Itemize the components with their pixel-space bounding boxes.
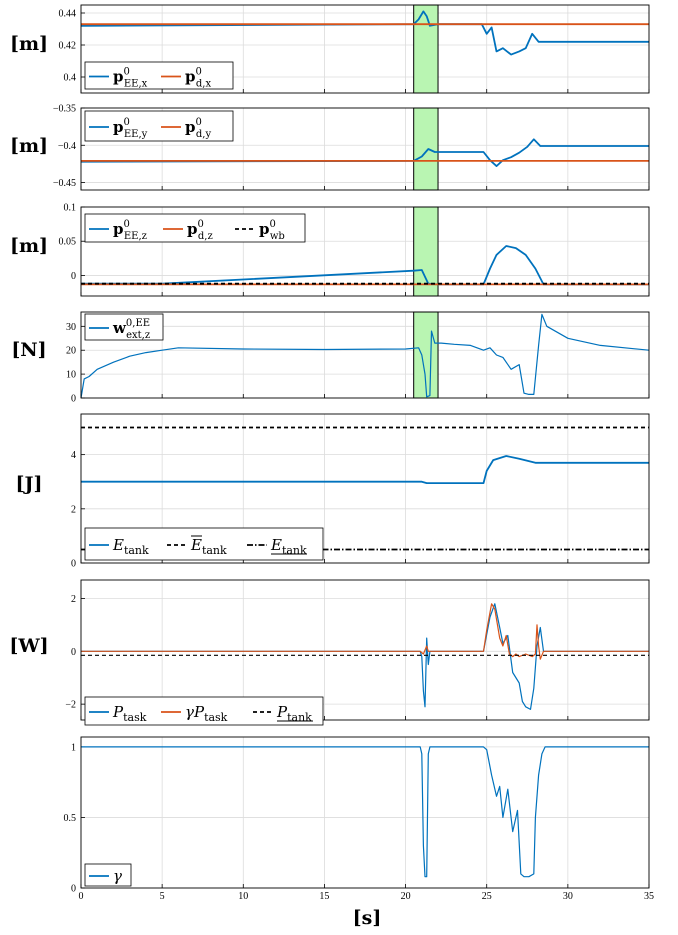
legend-label: Etank — [190, 536, 227, 557]
plot-frame — [80, 107, 650, 191]
highlight-region — [413, 107, 439, 191]
y-tick-label: 4 — [71, 450, 76, 461]
panel-3: 0 0.05 0.1 [m] p0 EE,z p0 d,z p0 wb — [10, 203, 650, 297]
highlight-region — [413, 4, 439, 94]
y-unit-label: [m] — [10, 135, 48, 157]
y-tick-label: −2 — [65, 700, 76, 711]
y-tick-label: 2 — [71, 504, 76, 515]
x-tick-label: 15 — [319, 891, 329, 902]
y-tick-label: 0 — [71, 271, 76, 282]
plot-frame — [80, 579, 650, 721]
y-tick-label: −0.4 — [58, 141, 76, 152]
legend-box — [84, 527, 324, 561]
legend-label: Etank — [112, 536, 149, 557]
y-tick-label: 1 — [71, 742, 76, 753]
y-tick-label: 0 — [71, 884, 76, 895]
plot-frame — [80, 413, 650, 564]
series-line-1 — [81, 603, 649, 711]
plot-frame — [80, 4, 650, 94]
legend-label: p0 d,y — [185, 117, 211, 140]
y-tick-label: 0 — [71, 559, 76, 570]
legend-box — [84, 313, 164, 341]
panel-5: 024[J]Etank Etank Etank — [16, 413, 650, 570]
y-tick-label: 0 — [71, 647, 76, 658]
series-line-1 — [81, 245, 649, 286]
panel-6: −202[W]Ptask γPtask Ptank — [9, 579, 650, 726]
x-tick-label: 20 — [401, 891, 411, 902]
legend-label: p0 EE,x — [113, 67, 148, 90]
series-line-1 — [81, 313, 649, 398]
panel-1: 0.4 0.42 0.44 [m] p0 EE,x p0 d,x — [10, 4, 650, 94]
panel-4: 0 10 20 30 [N] w0,EE ext,z — [11, 311, 650, 405]
legend-label: Ptask — [112, 703, 147, 724]
y-tick-label: 30 — [66, 322, 76, 333]
y-tick-label: −0.35 — [53, 104, 76, 115]
y-unit-label: [W] — [9, 635, 48, 657]
panel-2: −0.35 −0.4 −0.45 [m] p0 EE,y p0 d,y — [10, 104, 650, 191]
x-tick-label: 35 — [644, 891, 654, 902]
y-tick-label: 2 — [71, 594, 76, 605]
y-tick-label: 20 — [66, 346, 76, 357]
y-unit-label: [J] — [16, 473, 43, 495]
y-unit-label: [N] — [11, 339, 46, 361]
y-tick-label: 0.5 — [64, 813, 77, 824]
y-tick-label: 0.42 — [59, 41, 77, 52]
plot-area — [81, 312, 649, 398]
y-tick-label: 0 — [71, 394, 76, 405]
panel-7: 00.510 5 10 15 20 25 30 35γ — [64, 736, 654, 902]
plot-frame — [80, 311, 650, 399]
x-tick-label: 0 — [79, 891, 84, 902]
y-tick-label: 0.44 — [59, 9, 77, 20]
y-tick-label: 10 — [66, 370, 76, 381]
plot-area — [81, 737, 649, 888]
x-tick-label: 5 — [160, 891, 165, 902]
legend-label: p0 d,z — [187, 219, 213, 242]
legend-box — [84, 696, 324, 726]
series-line-1 — [81, 10, 649, 56]
x-tick-label: 10 — [238, 891, 248, 902]
series-line-1 — [81, 746, 649, 878]
y-unit-label: [m] — [10, 33, 48, 55]
series-line-1 — [81, 138, 649, 168]
legend-label: p0 EE,y — [113, 117, 148, 140]
legend-label: p0 EE,z — [113, 219, 147, 242]
x-axis-label: [s] — [353, 907, 382, 929]
y-unit-label: [m] — [10, 235, 48, 257]
y-tick-label: 0.1 — [64, 203, 77, 214]
series-line-1 — [81, 455, 649, 485]
plot-frame — [80, 736, 650, 889]
legend-box — [84, 61, 234, 90]
legend-label: γ — [113, 867, 122, 885]
legend-label: p0 wb — [259, 219, 285, 242]
series-line-2 — [81, 603, 649, 660]
legend-label: p0 d,x — [185, 67, 211, 90]
legend-box — [84, 863, 132, 887]
y-tick-label: 0.05 — [59, 237, 77, 248]
legend-box — [84, 110, 234, 142]
y-tick-label: 0.4 — [64, 73, 77, 84]
x-tick-label: 30 — [563, 891, 573, 902]
plot-frame — [80, 206, 650, 297]
highlight-region — [413, 206, 439, 297]
y-tick-label: −0.45 — [53, 178, 76, 189]
legend-box — [84, 213, 306, 243]
legend-label: w0,EE ext,z — [112, 318, 150, 341]
x-tick-label: 25 — [482, 891, 492, 902]
legend-label: γPtask — [185, 703, 228, 724]
